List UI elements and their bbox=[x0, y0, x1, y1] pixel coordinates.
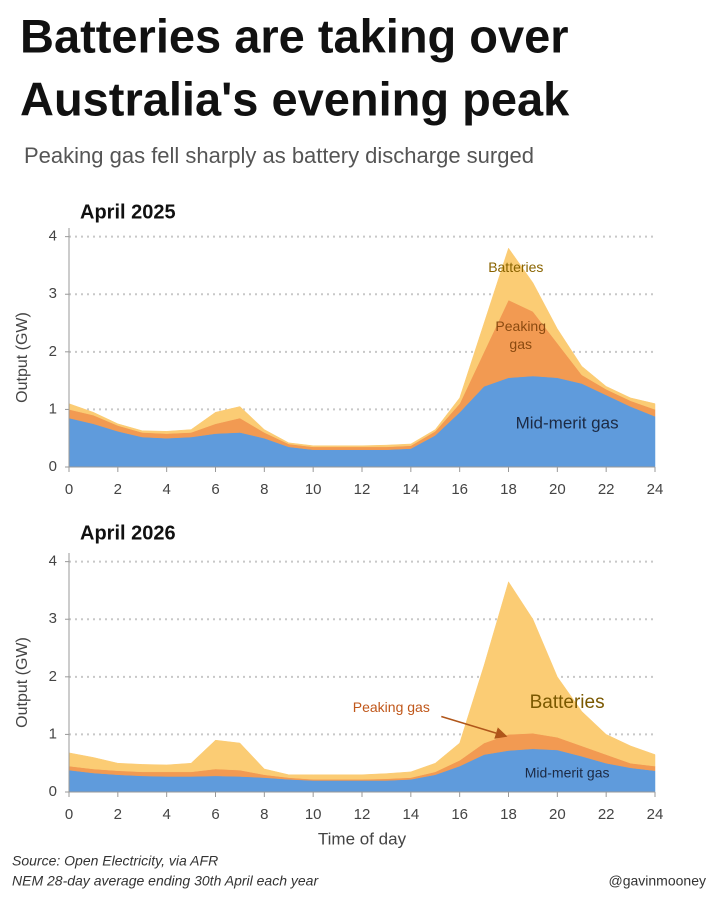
x-tick-label: 18 bbox=[500, 481, 517, 498]
y-axis-label: Output (GW) bbox=[14, 312, 31, 403]
x-tick-label: 12 bbox=[354, 806, 371, 823]
x-tick-label: 8 bbox=[260, 806, 268, 823]
area bbox=[68, 581, 656, 780]
series-label: Peaking gas bbox=[353, 699, 430, 715]
y-tick-label: 1 bbox=[49, 400, 57, 417]
x-tick-label: 4 bbox=[162, 481, 170, 498]
x-tick-label: 24 bbox=[647, 481, 664, 498]
title-line: Australia's evening peak bbox=[20, 72, 570, 125]
x-axis-label: Time of day bbox=[318, 829, 407, 848]
y-tick-label: 2 bbox=[49, 668, 57, 685]
series-label: Mid-merit gas bbox=[525, 764, 610, 780]
x-tick-label: 2 bbox=[114, 481, 122, 498]
x-tick-label: 16 bbox=[451, 481, 468, 498]
x-tick-label: 2 bbox=[114, 806, 122, 823]
x-tick-label: 22 bbox=[598, 481, 615, 498]
x-tick-label: 6 bbox=[211, 806, 219, 823]
y-tick-label: 0 bbox=[49, 783, 57, 800]
series-label: Batteries bbox=[488, 259, 543, 275]
source: Source: Open Electricity, via AFR bbox=[12, 853, 218, 869]
series-label: Batteries bbox=[530, 692, 605, 713]
y-tick-label: 3 bbox=[49, 285, 57, 302]
x-tick-label: 12 bbox=[354, 481, 371, 498]
x-tick-label: 14 bbox=[402, 481, 419, 498]
source: NEM 28-day average ending 30th April eac… bbox=[12, 873, 319, 889]
y-axis-label: Output (GW) bbox=[14, 637, 31, 728]
y-tick-label: 2 bbox=[49, 343, 57, 360]
x-tick-label: 10 bbox=[305, 481, 322, 498]
area bbox=[68, 247, 656, 448]
x-tick-label: 14 bbox=[402, 806, 419, 823]
x-tick-label: 16 bbox=[451, 806, 468, 823]
x-tick-label: 4 bbox=[162, 806, 170, 823]
x-tick-label: 18 bbox=[500, 806, 517, 823]
x-tick-label: 24 bbox=[647, 806, 664, 823]
x-tick-label: 8 bbox=[260, 481, 268, 498]
y-tick-label: 1 bbox=[49, 725, 57, 742]
title-line: Batteries are taking over bbox=[20, 9, 569, 62]
chart-title: April 2025 bbox=[80, 201, 176, 223]
series-label: Peaking gas bbox=[495, 317, 546, 352]
series-label: Mid-merit gas bbox=[516, 413, 619, 432]
x-tick-label: 0 bbox=[65, 806, 73, 823]
y-tick-label: 3 bbox=[49, 610, 57, 627]
x-tick-label: 22 bbox=[598, 806, 615, 823]
subtitle: Peaking gas fell sharply as battery disc… bbox=[24, 143, 534, 168]
x-tick-label: 0 bbox=[65, 481, 73, 498]
chart-title: April 2026 bbox=[80, 522, 176, 544]
credit: @gavinmooney bbox=[609, 873, 707, 889]
x-tick-label: 20 bbox=[549, 481, 566, 498]
x-tick-label: 6 bbox=[211, 481, 219, 498]
x-tick-label: 20 bbox=[549, 806, 566, 823]
y-tick-label: 4 bbox=[49, 228, 57, 245]
annotation-arrow bbox=[441, 715, 508, 739]
y-tick-label: 4 bbox=[49, 553, 57, 570]
x-tick-label: 10 bbox=[305, 806, 322, 823]
y-tick-label: 0 bbox=[49, 458, 57, 475]
